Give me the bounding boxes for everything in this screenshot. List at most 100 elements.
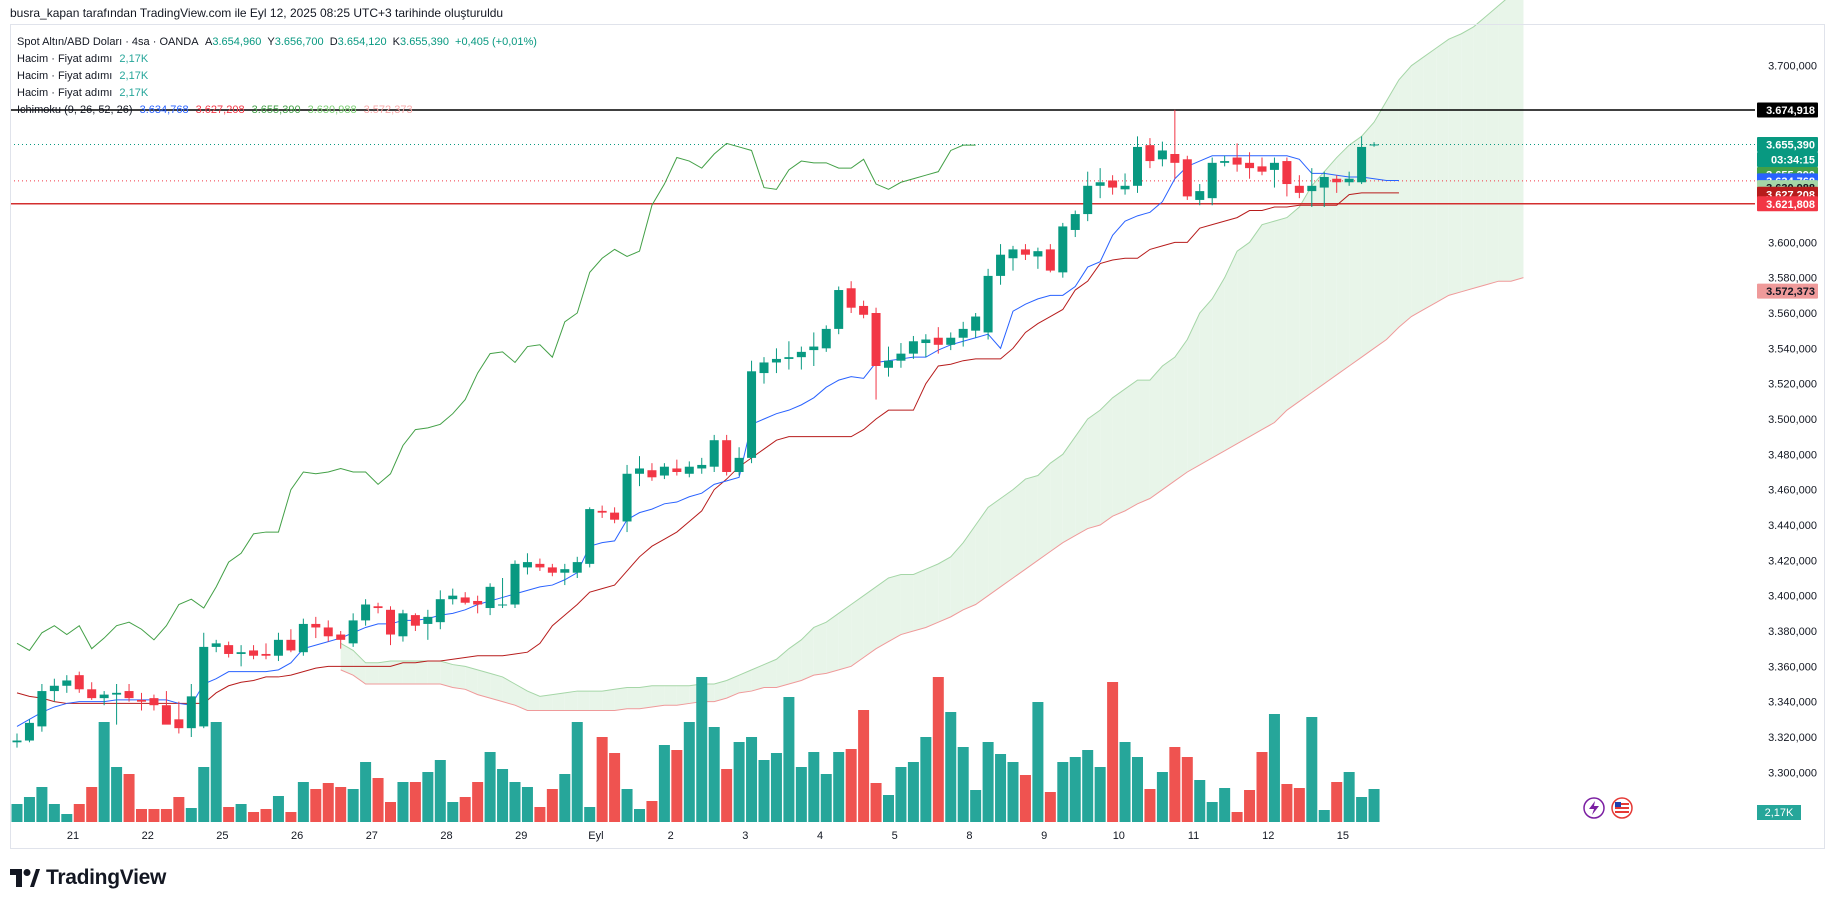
cloud-segment: [1199, 298, 1213, 465]
candle-body: [1357, 146, 1367, 183]
volume-bar: [708, 727, 720, 822]
price-tags: 3.674,9183.655,39003:34:153.655,3903.634…: [1757, 102, 1818, 820]
time-tick-label: 25: [216, 830, 228, 842]
candle-body: [1369, 144, 1379, 146]
volume-bar: [808, 752, 820, 822]
volume-indicator-row[interactable]: Hacim · Fiyat adımı 2,17K: [17, 68, 537, 85]
candle-body: [1294, 185, 1304, 193]
candle-body: [398, 613, 408, 637]
volume-indicator-row[interactable]: Hacim · Fiyat adımı 2,17K: [17, 51, 537, 68]
candle-body: [498, 604, 508, 606]
volume-indicator-label[interactable]: Hacim · Fiyat adımı: [17, 53, 113, 65]
candle-body: [647, 470, 657, 478]
cloud-segment: [490, 673, 503, 702]
volume-bar: [646, 801, 658, 822]
candle-body: [1108, 180, 1118, 188]
time-tick-label: 8: [966, 830, 972, 842]
candle-body: [336, 634, 346, 640]
volume-indicator-row[interactable]: Hacim · Fiyat adımı 2,17K: [17, 85, 537, 102]
cloud-segment: [851, 595, 864, 667]
candle-body: [809, 346, 819, 351]
cloud-segment: [614, 687, 628, 711]
candle-body: [286, 639, 296, 651]
cloud-segment: [726, 675, 740, 699]
volume-bar: [422, 772, 434, 822]
cloud-segment: [1087, 410, 1101, 529]
chart-legend: Spot Altın/ABD Doları · 4sa · OANDA A3.6…: [17, 34, 537, 119]
volume-bar: [1044, 792, 1056, 822]
cloud-segment: [1125, 380, 1138, 511]
volume-bar: [1094, 767, 1106, 822]
price-tick-label: 3.380,000: [1768, 626, 1817, 638]
tenkan-value: 3.634,768: [139, 104, 189, 116]
horizontal-lines: [10, 109, 1755, 205]
cloud-segment: [925, 563, 939, 628]
volume-bar: [521, 787, 533, 822]
candle-body: [1195, 191, 1205, 200]
candle-body: [112, 692, 122, 695]
candle-body: [759, 362, 769, 374]
symbol-name[interactable]: Spot Altın/ABD Doları · 4sa · OANDA: [17, 36, 198, 48]
ichimoku-row[interactable]: Ichimoku (9, 26, 52, 26) 3.634,768 3.627…: [17, 102, 537, 119]
volume-indicator-label[interactable]: Hacim · Fiyat adımı: [17, 87, 113, 99]
high-label: Y: [267, 36, 275, 48]
candle-body: [423, 616, 433, 624]
volume-bar: [497, 769, 509, 822]
price-tag-bg: [1757, 151, 1818, 167]
volume-bar: [1107, 682, 1119, 822]
volume-bar: [858, 710, 870, 822]
volume-bar: [397, 782, 409, 822]
volume-tag-bg: [1757, 805, 1801, 820]
cloud-segment: [1411, 56, 1424, 317]
candle-body: [560, 569, 570, 573]
price-tick-label: 3.300,000: [1768, 767, 1817, 779]
candle-body: [1033, 251, 1043, 257]
time-tick-label: 11: [1188, 830, 1199, 842]
cloud-segment: [353, 650, 366, 684]
price-tick-label: 3.580,000: [1768, 273, 1817, 285]
candle-body: [610, 512, 620, 520]
volume-bar: [86, 787, 98, 822]
candle-body: [946, 337, 956, 345]
price-tick-label: 3.340,000: [1768, 697, 1817, 709]
volume-bar: [883, 795, 894, 822]
cloud-segment: [1174, 339, 1188, 481]
cloud-segment: [465, 666, 478, 695]
candle-body: [174, 719, 184, 729]
candle-body: [796, 351, 806, 358]
volume-bar: [185, 808, 197, 822]
volume-indicator-label[interactable]: Hacim · Fiyat adımı: [17, 70, 113, 82]
span-a-value: 3.630,988: [307, 104, 357, 116]
volume-bar: [1169, 747, 1181, 822]
volume-bar: [584, 807, 596, 822]
candle-body: [1020, 249, 1030, 255]
cloud-segment: [1398, 65, 1412, 328]
volume-bar: [210, 722, 222, 822]
symbol-row[interactable]: Spot Altın/ABD Doları · 4sa · OANDA A3.6…: [17, 34, 537, 51]
candle-body: [12, 740, 22, 743]
candle-body: [37, 691, 47, 727]
candle-body: [522, 562, 532, 568]
volume-bar: [1219, 788, 1231, 822]
volume-bar: [770, 753, 782, 822]
lightning-icon[interactable]: [1583, 797, 1605, 819]
cloud-segment: [1075, 419, 1088, 536]
tenkan-line: [16, 155, 1399, 727]
ichimoku-label[interactable]: Ichimoku (9, 26, 52, 26): [17, 104, 133, 116]
cloud-segment: [988, 498, 1001, 596]
volume-bar: [1268, 714, 1280, 822]
candle-body: [1182, 159, 1192, 197]
us-flag-icon[interactable]: [1611, 797, 1633, 819]
time-tick-label: 26: [291, 830, 303, 842]
volume-bar: [1206, 802, 1218, 822]
volume-bar: [173, 797, 185, 822]
cloud-segment: [452, 664, 466, 690]
cloud-segment: [1311, 171, 1325, 393]
cloud-segment: [1224, 251, 1238, 451]
candle-body: [161, 705, 171, 725]
candle-body: [448, 595, 458, 600]
candle-body: [124, 691, 134, 699]
cloud-segment: [1486, 5, 1499, 285]
cloud-segment: [1037, 463, 1051, 561]
